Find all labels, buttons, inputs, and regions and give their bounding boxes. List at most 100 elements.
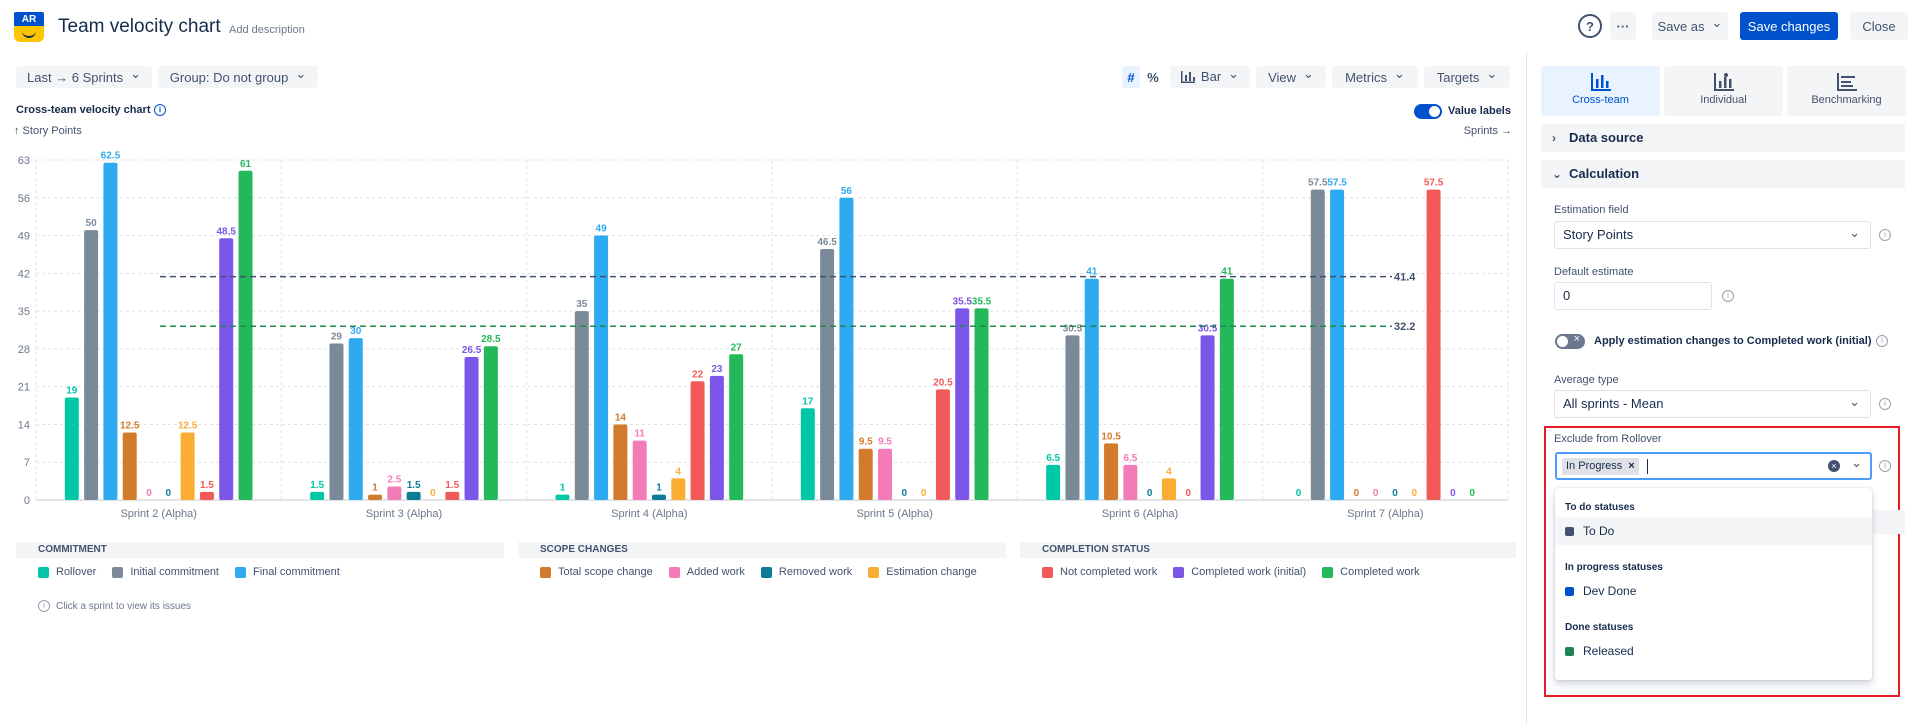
number-mode-button[interactable]: # <box>1122 66 1140 88</box>
option-to-do[interactable]: To Do <box>1555 517 1872 545</box>
bar[interactable] <box>1330 189 1345 500</box>
bar[interactable] <box>1104 443 1119 500</box>
bar[interactable] <box>219 238 234 500</box>
targets-menu[interactable]: Targets <box>1424 66 1510 88</box>
option-released[interactable]: Released <box>1555 637 1872 665</box>
value-labels-toggle[interactable] <box>1414 104 1442 119</box>
bar[interactable] <box>632 440 647 500</box>
clear-icon[interactable]: × <box>1828 460 1840 472</box>
bar[interactable] <box>594 235 609 501</box>
tab-benchmarking[interactable]: Benchmarking <box>1787 66 1906 116</box>
save-as-button[interactable]: Save as <box>1652 12 1728 40</box>
bar[interactable] <box>671 478 686 500</box>
bar[interactable] <box>800 408 815 500</box>
bar[interactable] <box>555 494 570 500</box>
bar[interactable] <box>858 448 873 500</box>
more-options-button[interactable]: ··· <box>1610 12 1636 40</box>
average-type-select[interactable]: All sprints - Mean ⌄ <box>1554 390 1871 418</box>
bar[interactable] <box>387 486 402 500</box>
bar[interactable] <box>955 308 970 500</box>
view-menu[interactable]: View <box>1256 66 1326 88</box>
bar[interactable] <box>690 381 705 500</box>
save-changes-button[interactable]: Save changes <box>1740 12 1838 40</box>
tab-cross-team[interactable]: Cross-team <box>1541 66 1660 116</box>
bar[interactable] <box>729 354 744 500</box>
bar[interactable] <box>709 375 724 500</box>
bar[interactable] <box>1084 278 1099 500</box>
info-icon[interactable]: i <box>1879 398 1891 410</box>
bar[interactable] <box>406 491 421 500</box>
calculation-section[interactable]: ⌄ Calculation <box>1541 160 1905 188</box>
bar[interactable] <box>348 338 363 500</box>
bar[interactable] <box>1219 278 1234 500</box>
add-description-link[interactable]: Add description <box>229 24 305 36</box>
bar[interactable] <box>1426 189 1441 500</box>
bar[interactable] <box>935 389 950 500</box>
default-estimate-input[interactable]: 0 <box>1554 282 1712 310</box>
bar[interactable] <box>574 311 589 500</box>
bar[interactable] <box>974 308 989 500</box>
bar[interactable] <box>651 494 666 500</box>
bar[interactable] <box>483 346 498 500</box>
bar[interactable] <box>445 491 460 500</box>
legend-item[interactable]: Final commitment <box>235 566 340 578</box>
metrics-menu[interactable]: Metrics <box>1332 66 1418 88</box>
legend-item[interactable]: Total scope change <box>540 566 653 578</box>
info-icon[interactable]: i <box>1879 229 1891 241</box>
legend-item[interactable]: Completed work <box>1322 566 1420 578</box>
data-label: 6.5 <box>1046 453 1060 464</box>
info-icon[interactable]: i <box>1722 290 1734 302</box>
data-label: 14 <box>615 412 627 423</box>
legend-item[interactable]: Completed work (initial) <box>1173 566 1306 578</box>
group-select[interactable]: Group: Do not group <box>158 66 318 88</box>
bar[interactable] <box>613 424 628 500</box>
page-title[interactable]: Team velocity chart <box>58 16 221 37</box>
legend-item[interactable]: Removed work <box>760 566 852 578</box>
bar[interactable] <box>839 197 854 500</box>
option-dev-done[interactable]: Dev Done <box>1555 577 1872 605</box>
exclude-rollover-multiselect[interactable]: In Progress × × ⌄ <box>1555 452 1872 480</box>
bar[interactable] <box>464 356 479 500</box>
bar[interactable] <box>64 397 79 500</box>
data-source-section[interactable]: › Data source <box>1541 124 1905 152</box>
percent-mode-button[interactable]: % <box>1147 69 1159 85</box>
bar[interactable] <box>199 491 214 500</box>
bar[interactable] <box>310 491 325 500</box>
bar[interactable] <box>84 230 99 500</box>
legend-item[interactable]: Estimation change <box>868 566 977 578</box>
legend-item[interactable]: Rollover <box>38 566 96 578</box>
bar[interactable] <box>1200 335 1215 500</box>
legend-swatch <box>112 566 124 578</box>
info-icon[interactable]: i <box>1879 460 1891 472</box>
bar[interactable] <box>368 494 383 500</box>
remove-chip-icon[interactable]: × <box>1628 460 1635 472</box>
info-icon[interactable]: i <box>154 104 166 116</box>
bar[interactable] <box>238 170 253 501</box>
sprint-range-select[interactable]: Last → 6 Sprints <box>16 66 152 88</box>
bar[interactable] <box>1123 464 1138 500</box>
close-button[interactable]: Close <box>1850 12 1908 40</box>
data-label: 12.5 <box>120 421 140 432</box>
chart-type-select[interactable]: Bar <box>1170 66 1250 88</box>
bar[interactable] <box>1065 335 1080 500</box>
bar[interactable] <box>122 432 137 500</box>
legend-item[interactable]: Initial commitment <box>112 566 219 578</box>
bar[interactable] <box>820 249 835 500</box>
bar[interactable] <box>1161 478 1176 500</box>
bar[interactable] <box>878 448 893 500</box>
help-icon[interactable]: ? <box>1578 14 1602 38</box>
bar[interactable] <box>329 343 344 500</box>
bar[interactable] <box>1310 189 1325 500</box>
bar[interactable] <box>1046 464 1061 500</box>
legend-item[interactable]: Added work <box>668 566 745 578</box>
tab-individual[interactable]: Individual <box>1664 66 1783 116</box>
chevron-down-icon[interactable]: ⌄ <box>1851 455 1862 470</box>
bar[interactable] <box>103 162 118 500</box>
apply-estimation-toggle[interactable] <box>1555 333 1585 349</box>
legend-item[interactable]: Not completed work <box>1042 566 1157 578</box>
estimation-field-select[interactable]: Story Points ⌄ <box>1554 221 1871 249</box>
bar[interactable] <box>180 432 195 500</box>
info-icon[interactable]: i <box>1876 335 1888 347</box>
status-chip-label: In Progress <box>1566 460 1623 472</box>
